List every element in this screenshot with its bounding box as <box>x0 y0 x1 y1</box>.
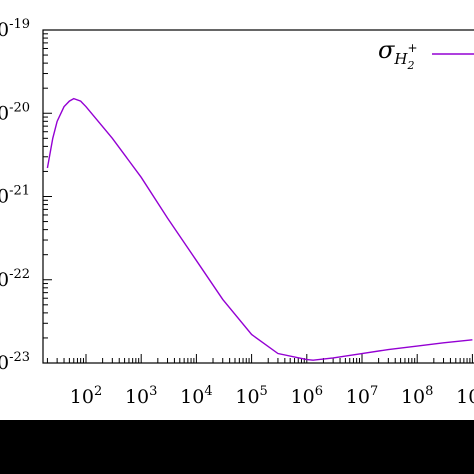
x-tick-label: 104 <box>180 384 212 408</box>
black-bottom-bar <box>0 420 474 474</box>
x-tick-label: 102 <box>70 384 102 408</box>
legend-label: σH2+ <box>378 36 418 72</box>
y-axis-ticks <box>43 33 52 339</box>
y-tick-label: 0-22 <box>0 267 30 291</box>
y-tick-label: 0-19 <box>0 17 30 41</box>
x-axis-tick-labels: 102 103 104 105 106 107 108 109 <box>70 384 474 408</box>
x-tick-label: 105 <box>235 384 267 408</box>
plot-frame <box>42 29 474 364</box>
x-tick-label: 107 <box>346 384 378 408</box>
y-tick-label: 0-23 <box>0 350 30 374</box>
y-axis-tick-labels: 0-19 0-20 0-21 0-22 0-23 <box>0 17 30 374</box>
y-tick-label: 0-20 <box>0 100 30 124</box>
series-line-sigma-h2-plus <box>46 97 473 361</box>
x-axis-ticks <box>46 354 473 363</box>
legend: σH2+ <box>378 36 474 72</box>
x-tick-label: 103 <box>125 384 157 408</box>
y-tick-label: 0-21 <box>0 184 30 208</box>
x-tick-label: 109 <box>456 384 474 408</box>
x-tick-label: 106 <box>291 384 323 408</box>
x-tick-label: 108 <box>401 384 433 408</box>
